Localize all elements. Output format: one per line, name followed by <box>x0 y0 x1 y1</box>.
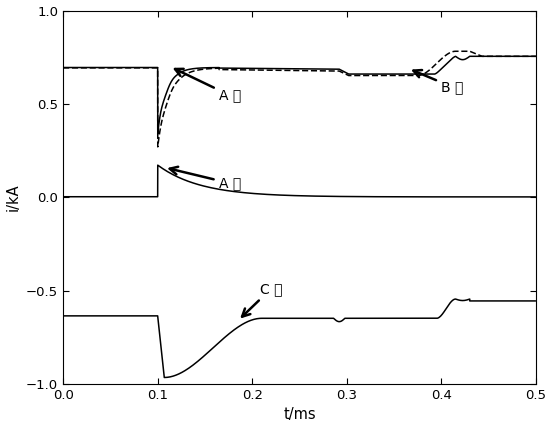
Y-axis label: i/kA: i/kA <box>6 184 20 211</box>
Text: C 相: C 相 <box>242 282 282 317</box>
X-axis label: t/ms: t/ms <box>283 407 316 422</box>
Text: B 相: B 相 <box>413 70 464 94</box>
Text: A 相: A 相 <box>169 167 241 190</box>
Text: A 相: A 相 <box>175 69 241 103</box>
